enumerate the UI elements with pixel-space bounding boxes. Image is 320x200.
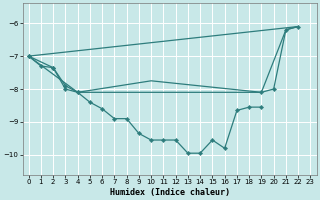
X-axis label: Humidex (Indice chaleur): Humidex (Indice chaleur) [109,188,229,197]
